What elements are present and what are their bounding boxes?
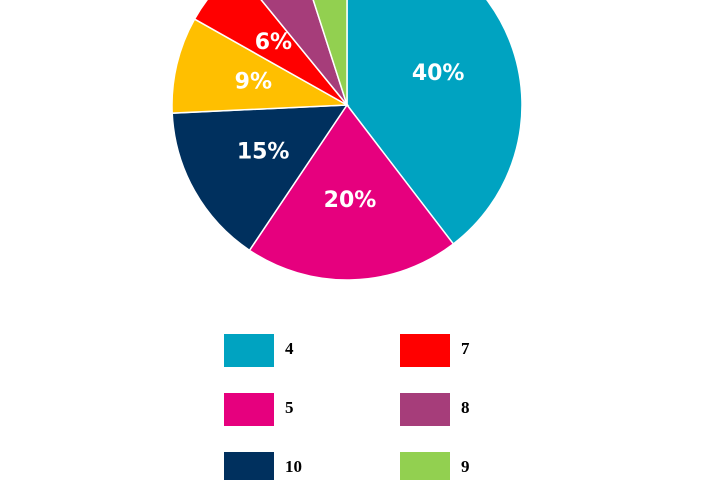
legend-swatch — [400, 452, 450, 480]
slice-label: 40% — [412, 61, 465, 86]
pie-slice — [248, 103, 455, 281]
legend-swatch — [400, 393, 450, 426]
slice-label: 15% — [237, 139, 290, 164]
legend-label: 5 — [285, 398, 294, 417]
pie-slice — [193, 0, 348, 106]
legend-swatch — [400, 334, 450, 367]
pie-slice — [171, 18, 350, 114]
legend-swatch — [224, 393, 274, 426]
slice-label: 20% — [324, 188, 377, 213]
legend-label: 8 — [461, 398, 470, 417]
legend-label: 9 — [461, 457, 470, 476]
slice-label: 9% — [235, 70, 272, 95]
legend-swatch — [224, 334, 274, 367]
pie-slice — [346, 0, 523, 246]
legend-label: 7 — [461, 339, 470, 358]
pie-slice — [171, 104, 349, 252]
pie-slice — [312, 0, 348, 106]
legend-label: 10 — [285, 457, 302, 476]
legend-swatch — [224, 452, 274, 480]
slice-label: 6% — [255, 30, 292, 55]
legend-label: 4 — [285, 339, 294, 358]
